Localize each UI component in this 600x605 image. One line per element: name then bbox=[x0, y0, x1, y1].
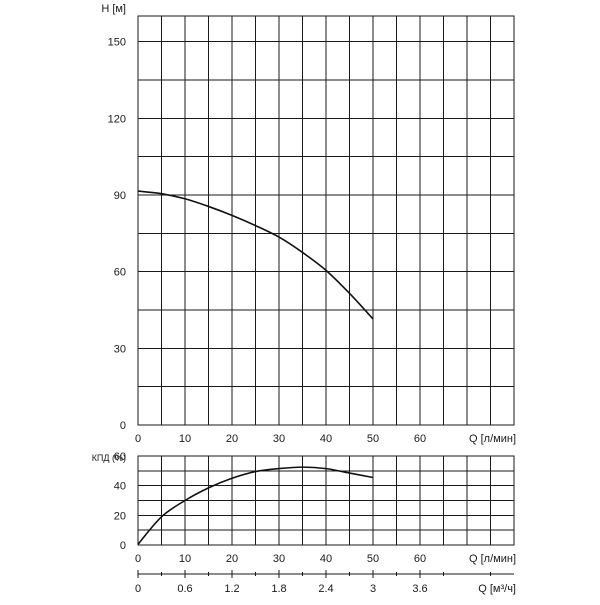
eff-x-tick-label: 30 bbox=[273, 553, 285, 565]
eff-series-line bbox=[137, 466, 374, 545]
eff-y-tick-label: 20 bbox=[114, 510, 126, 522]
head-y-tick-label: 90 bbox=[114, 190, 126, 202]
head-x-tick-label: 10 bbox=[179, 433, 191, 445]
head-x-axis-label: Q [л/мин] bbox=[469, 433, 516, 445]
flow-m3h-tick-label: 0.6 bbox=[177, 583, 192, 595]
head-x-tick-label: 30 bbox=[273, 433, 285, 445]
flow-m3h-tick-label: 2.4 bbox=[318, 583, 333, 595]
head-plot-frame bbox=[137, 15, 515, 426]
eff-plot-frame bbox=[137, 455, 515, 546]
head-y-tick-label: 0 bbox=[120, 420, 126, 432]
head-x-tick-label: 50 bbox=[367, 433, 379, 445]
head-y-tick-label: 60 bbox=[114, 267, 126, 279]
flow-m3h-tick-label: 3.6 bbox=[412, 583, 427, 595]
head-x-tick-label: 60 bbox=[414, 433, 426, 445]
flow-m3h-axis-label: Q [м³/ч] bbox=[478, 583, 516, 595]
head-x-tick-label: 0 bbox=[135, 433, 141, 445]
eff-x-tick-label: 20 bbox=[226, 553, 238, 565]
eff-x-tick-label: 50 bbox=[367, 553, 379, 565]
head-y-tick-label: 30 bbox=[114, 343, 126, 355]
head-y-axis-label: H [м] bbox=[101, 3, 126, 15]
head-x-tick-label: 40 bbox=[320, 433, 332, 445]
flow-m3h-tick-label: 0 bbox=[135, 583, 141, 595]
flow-m3h-tick-label: 3 bbox=[370, 583, 376, 595]
eff-y-tick-label: 40 bbox=[114, 481, 126, 493]
eff-x-tick-label: 10 bbox=[179, 553, 191, 565]
eff-x-tick-label: 0 bbox=[135, 553, 141, 565]
eff-y-tick-label: 0 bbox=[120, 540, 126, 552]
head-y-tick-label: 150 bbox=[108, 37, 126, 49]
eff-x-tick-label: 60 bbox=[414, 553, 426, 565]
eff-x-axis-label: Q [л/мин] bbox=[469, 553, 516, 565]
head-y-tick-label: 120 bbox=[108, 113, 126, 125]
eff-y-axis-label: КПД (%) bbox=[92, 453, 126, 463]
flow-m3h-tick-label: 1.8 bbox=[271, 583, 286, 595]
flow-m3h-tick-label: 1.2 bbox=[224, 583, 239, 595]
eff-y-tick-label: 60 bbox=[114, 451, 126, 463]
head-x-tick-label: 20 bbox=[226, 433, 238, 445]
head-series-line bbox=[137, 190, 374, 320]
eff-x-tick-label: 40 bbox=[320, 553, 332, 565]
